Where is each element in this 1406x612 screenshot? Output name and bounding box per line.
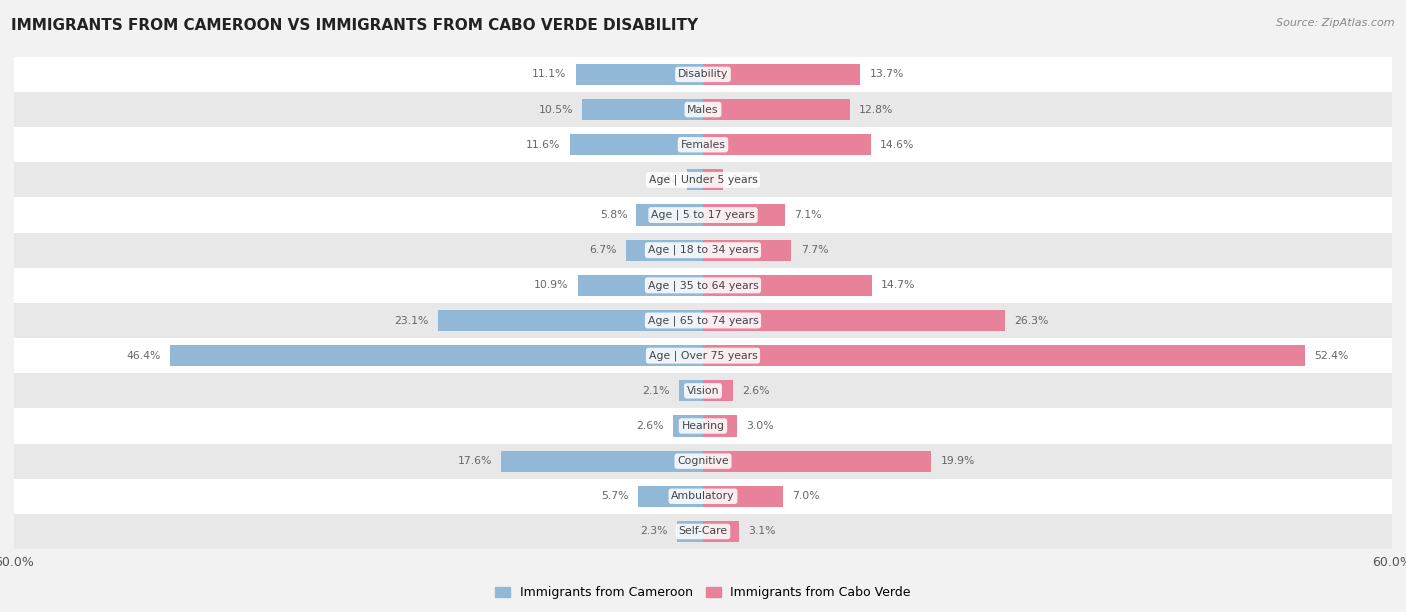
Bar [703,380,733,401]
Text: Age | 35 to 64 years: Age | 35 to 64 years [648,280,758,291]
Text: 12.8%: 12.8% [859,105,894,114]
Text: 10.9%: 10.9% [534,280,568,290]
Text: 19.9%: 19.9% [941,456,974,466]
Bar [703,521,738,542]
Text: 5.7%: 5.7% [600,491,628,501]
Text: 1.4%: 1.4% [650,175,678,185]
Bar [14,444,1392,479]
Bar [703,310,1005,331]
Text: Males: Males [688,105,718,114]
Bar [703,204,785,226]
Bar [569,134,703,155]
Bar [703,345,1305,366]
Bar [14,198,1392,233]
Text: 13.7%: 13.7% [869,69,904,80]
Text: 10.5%: 10.5% [538,105,574,114]
Bar [703,416,738,436]
Text: Vision: Vision [686,386,720,396]
Text: Females: Females [681,140,725,150]
Text: 23.1%: 23.1% [394,316,429,326]
Bar [703,275,872,296]
Bar [676,521,703,542]
Text: 2.1%: 2.1% [643,386,669,396]
Text: 11.1%: 11.1% [531,69,567,80]
Bar [14,303,1392,338]
Text: 2.6%: 2.6% [742,386,769,396]
Bar [501,450,703,472]
Bar [703,170,723,190]
Bar [14,373,1392,408]
Text: 2.3%: 2.3% [640,526,668,537]
Bar [14,514,1392,549]
Bar [14,268,1392,303]
Text: 7.0%: 7.0% [793,491,820,501]
Text: 3.0%: 3.0% [747,421,775,431]
Bar [688,170,703,190]
Bar [14,408,1392,444]
Bar [575,64,703,85]
Text: Age | 5 to 17 years: Age | 5 to 17 years [651,210,755,220]
Legend: Immigrants from Cameroon, Immigrants from Cabo Verde: Immigrants from Cameroon, Immigrants fro… [491,581,915,604]
Text: 26.3%: 26.3% [1014,316,1049,326]
Bar [679,380,703,401]
Bar [703,450,932,472]
Text: 11.6%: 11.6% [526,140,561,150]
Text: 7.1%: 7.1% [794,210,821,220]
Bar [637,204,703,226]
Text: Age | Under 5 years: Age | Under 5 years [648,174,758,185]
Bar [14,479,1392,514]
Text: Ambulatory: Ambulatory [671,491,735,501]
Text: 14.7%: 14.7% [882,280,915,290]
Bar [14,233,1392,268]
Text: IMMIGRANTS FROM CAMEROON VS IMMIGRANTS FROM CABO VERDE DISABILITY: IMMIGRANTS FROM CAMEROON VS IMMIGRANTS F… [11,18,699,34]
Text: Cognitive: Cognitive [678,456,728,466]
Bar [170,345,703,366]
Text: Disability: Disability [678,69,728,80]
Text: 7.7%: 7.7% [800,245,828,255]
Text: 52.4%: 52.4% [1313,351,1348,360]
Bar [437,310,703,331]
Bar [703,240,792,261]
Bar [703,99,851,120]
Bar [637,486,703,507]
Text: 17.6%: 17.6% [457,456,492,466]
Text: 14.6%: 14.6% [880,140,914,150]
Bar [578,275,703,296]
Text: 2.6%: 2.6% [637,421,664,431]
Text: Age | Over 75 years: Age | Over 75 years [648,351,758,361]
Text: Age | 65 to 74 years: Age | 65 to 74 years [648,315,758,326]
Bar [582,99,703,120]
Text: Hearing: Hearing [682,421,724,431]
Text: Self-Care: Self-Care [679,526,727,537]
Bar [703,64,860,85]
Bar [14,92,1392,127]
Bar [14,57,1392,92]
Text: 3.1%: 3.1% [748,526,775,537]
Text: 5.8%: 5.8% [600,210,627,220]
Bar [703,134,870,155]
Bar [703,486,783,507]
Text: 46.4%: 46.4% [127,351,162,360]
Bar [673,416,703,436]
Bar [14,162,1392,198]
Bar [626,240,703,261]
Text: Source: ZipAtlas.com: Source: ZipAtlas.com [1277,18,1395,28]
Text: 1.7%: 1.7% [731,175,759,185]
Text: 6.7%: 6.7% [589,245,617,255]
Bar [14,127,1392,162]
Bar [14,338,1392,373]
Text: Age | 18 to 34 years: Age | 18 to 34 years [648,245,758,255]
